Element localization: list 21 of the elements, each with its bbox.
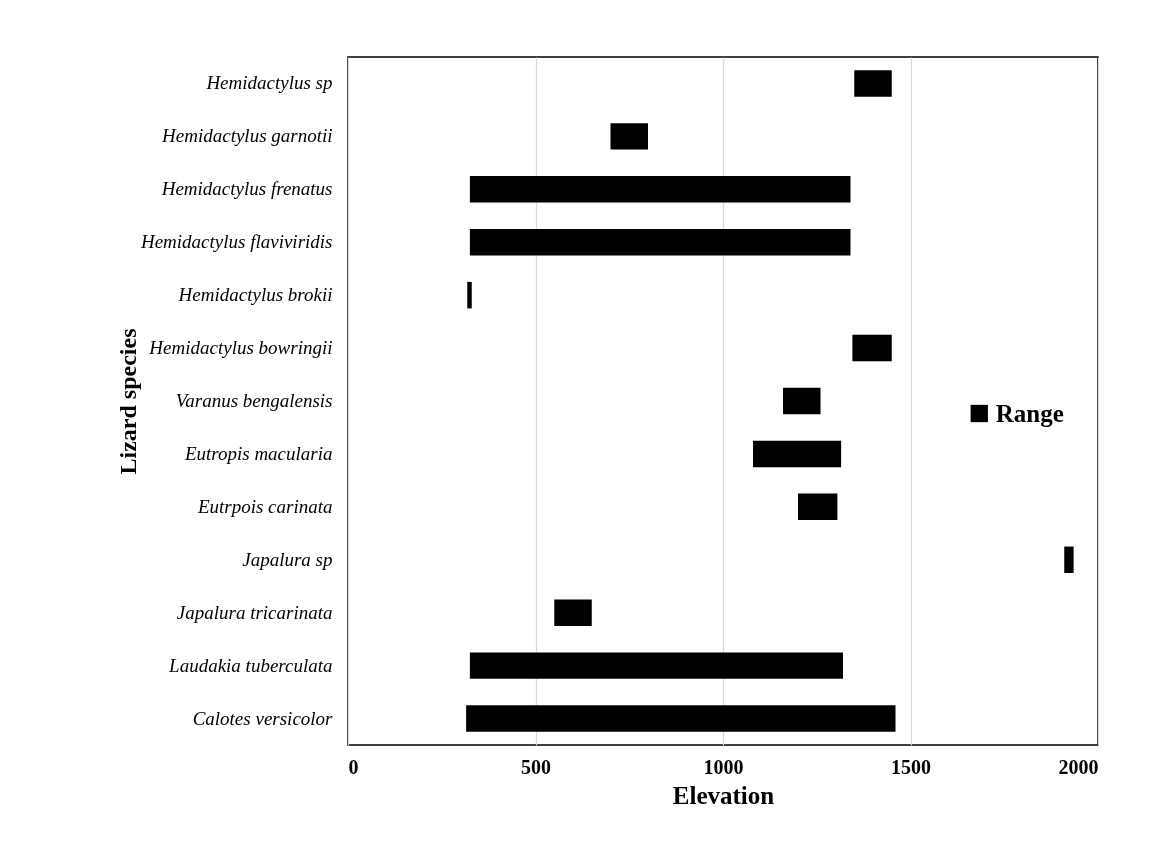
x-tick-label: 2000 <box>1058 755 1099 778</box>
x-tick-label: 1000 <box>703 755 744 778</box>
y-tick-label: Japalura sp <box>242 548 333 570</box>
y-tick-label: Hemidactylus bowringii <box>148 337 333 359</box>
y-tick-label: Hemidactylus garnotii <box>161 125 333 147</box>
y-tick-label: Calotes versicolor <box>192 707 334 729</box>
y-tick-label: Eutrpois carinata <box>196 495 333 517</box>
y-tick-label: Varanus bengalensis <box>175 390 333 411</box>
x-tick-label: 1500 <box>891 755 931 778</box>
y-tick-label: Eutropis macularia <box>183 442 333 464</box>
y-tick-label: Hemidactylus sp <box>205 72 333 94</box>
legend-label: Range <box>995 399 1064 427</box>
y-tick-label: Hemidactylus brokii <box>177 284 333 306</box>
y-tick-label: Hemidactylus flaviviridis <box>139 231 333 253</box>
y-tick-label: Laudakia tuberculata <box>168 654 333 676</box>
x-tick-label: 0 <box>348 755 359 778</box>
x-tick-label: 500 <box>521 755 551 778</box>
x-axis-title: Elevation <box>672 781 775 809</box>
y-axis-title: Lizard species <box>114 328 141 475</box>
y-tick-label: Japalura tricarinata <box>176 601 333 623</box>
y-tick-label: Hemidactylus frenatus <box>160 178 333 200</box>
